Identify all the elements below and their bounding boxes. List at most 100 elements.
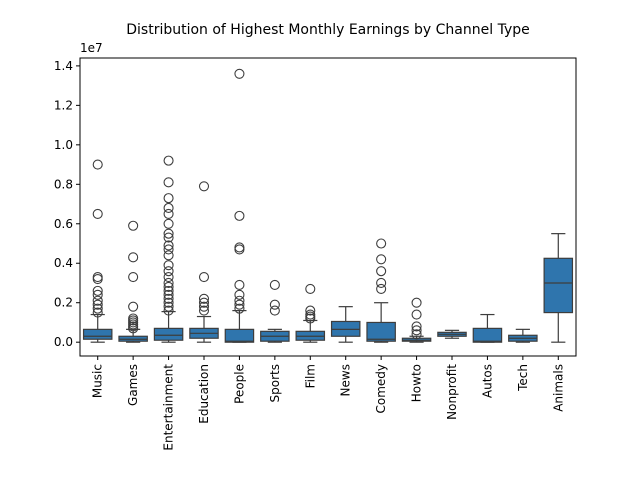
outlier-point <box>92 285 103 296</box>
box-animals <box>543 233 574 343</box>
outlier-point <box>163 305 174 316</box>
outlier-point <box>234 303 245 314</box>
box-series <box>82 68 574 343</box>
outlier-point <box>234 244 245 255</box>
outlier-point <box>163 202 174 214</box>
box-sports <box>260 279 290 343</box>
outlier-point <box>163 244 174 255</box>
outlier-point <box>198 181 210 192</box>
box-music <box>82 159 113 343</box>
x-tick-label: Film <box>303 364 317 388</box>
x-tick-label: Autos <box>480 364 494 398</box>
y-tick-label: 0.0 <box>54 335 73 349</box>
outlier-point <box>92 273 103 285</box>
outlier-point <box>92 208 103 219</box>
box-entertainment <box>153 155 184 343</box>
box-education <box>189 181 219 343</box>
y-tick-label: 0.4 <box>54 256 73 270</box>
x-tick-label: Sports <box>268 364 282 402</box>
box-iqr <box>224 328 255 343</box>
outlier-point <box>411 325 422 336</box>
x-tick-label: People <box>232 364 246 404</box>
outlier-point <box>163 285 174 296</box>
outlier-point <box>234 289 245 300</box>
x-tick-label: Education <box>197 364 211 424</box>
outlier-point <box>128 301 139 312</box>
box-film <box>295 283 326 343</box>
outlier-point <box>128 272 139 283</box>
outlier-point <box>128 220 139 231</box>
outlier-point <box>163 277 174 289</box>
outlier-point <box>198 305 210 316</box>
outlier-point <box>198 272 210 283</box>
box-tech <box>508 328 538 343</box>
box-iqr <box>82 328 113 340</box>
outlier-point <box>269 299 280 310</box>
outlier-point <box>163 289 174 300</box>
outlier-point <box>411 309 422 320</box>
outlier-point <box>128 313 139 324</box>
box-news <box>330 306 361 343</box>
box-howto <box>401 297 432 343</box>
outlier-point <box>92 307 103 318</box>
outlier-point <box>198 297 210 308</box>
outlier-point <box>163 155 174 166</box>
outlier-point <box>163 297 174 308</box>
outlier-point <box>411 321 422 332</box>
outlier-point <box>411 297 422 308</box>
y-tick-label: 0.6 <box>54 217 73 231</box>
outlier-point <box>163 301 174 312</box>
outlier-point <box>376 277 387 289</box>
x-tick-label: Howto <box>410 364 424 402</box>
outlier-point <box>163 266 174 277</box>
outlier-point <box>234 279 245 291</box>
outlier-point <box>163 240 174 251</box>
outlier-point <box>92 289 103 300</box>
outlier-point <box>163 218 174 229</box>
outlier-point <box>163 281 174 292</box>
outlier-point <box>269 279 280 291</box>
box-nonprofit <box>437 329 467 339</box>
chart-title: Distribution of Highest Monthly Earnings… <box>126 22 530 38</box>
plot-area-frame <box>79 57 577 357</box>
outlier-point <box>234 68 245 79</box>
outlier-point <box>163 260 174 271</box>
outlier-point <box>234 242 245 253</box>
box-iqr <box>366 321 396 342</box>
y-tick-label: 0.8 <box>54 177 73 191</box>
outlier-point <box>234 210 245 221</box>
outlier-point <box>198 301 210 312</box>
box-autos <box>472 313 503 343</box>
box-people <box>224 68 255 343</box>
y-axis-offset-label: 1e7 <box>80 41 103 55</box>
outlier-point <box>305 305 316 316</box>
outlier-point <box>376 254 387 265</box>
outlier-point <box>234 299 245 310</box>
box-games <box>118 220 148 343</box>
x-tick-label: Music <box>91 364 105 398</box>
x-tick-label: Tech <box>516 364 530 392</box>
outlier-point <box>163 193 174 204</box>
outlier-point <box>376 266 387 277</box>
outlier-point <box>305 283 316 294</box>
x-tick-label: Nonprofit <box>445 364 459 420</box>
outlier-point <box>163 272 174 283</box>
outlier-point <box>411 329 422 340</box>
outlier-point <box>305 309 316 320</box>
box-iqr <box>153 327 184 341</box>
outlier-point <box>92 299 103 310</box>
y-tick-label: 1.4 <box>54 59 73 73</box>
outlier-point <box>92 303 103 314</box>
outlier-point <box>163 208 174 219</box>
y-tick-label: 0.2 <box>54 296 73 310</box>
outlier-point <box>163 250 174 261</box>
outlier-point <box>128 252 139 263</box>
x-tick-label: News <box>339 364 353 396</box>
x-tick-label: Comedy <box>374 364 388 414</box>
outlier-point <box>234 295 245 306</box>
outlier-point <box>92 295 103 306</box>
outlier-point <box>163 228 174 239</box>
x-tick-label: Animals <box>551 364 565 412</box>
outlier-point <box>163 232 174 243</box>
